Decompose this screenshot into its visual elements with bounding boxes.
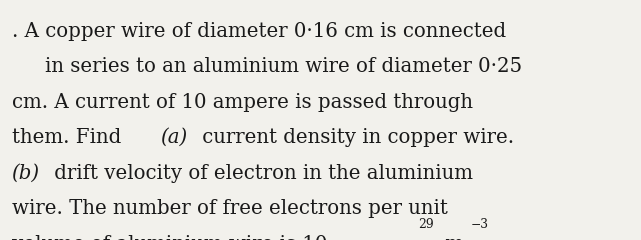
Text: m: m [439,235,464,240]
Text: wire. The number of free electrons per unit: wire. The number of free electrons per u… [12,199,447,218]
Text: −3: −3 [471,218,489,231]
Text: 29: 29 [419,218,434,231]
Text: current density in copper wire.: current density in copper wire. [196,128,514,147]
Text: drift velocity of electron in the aluminium: drift velocity of electron in the alumin… [48,164,473,183]
Text: .: . [494,235,501,240]
Text: (a): (a) [160,128,188,147]
Text: (b): (b) [12,164,40,183]
Text: . A copper wire of diameter 0·16 cm is connected: . A copper wire of diameter 0·16 cm is c… [12,22,506,41]
Text: volume of aluminium wire is 10: volume of aluminium wire is 10 [12,235,327,240]
Text: cm. A current of 10 ampere is passed through: cm. A current of 10 ampere is passed thr… [12,93,472,112]
Text: them. Find: them. Find [12,128,127,147]
Text: in series to an aluminium wire of diameter 0·25: in series to an aluminium wire of diamet… [45,57,522,76]
